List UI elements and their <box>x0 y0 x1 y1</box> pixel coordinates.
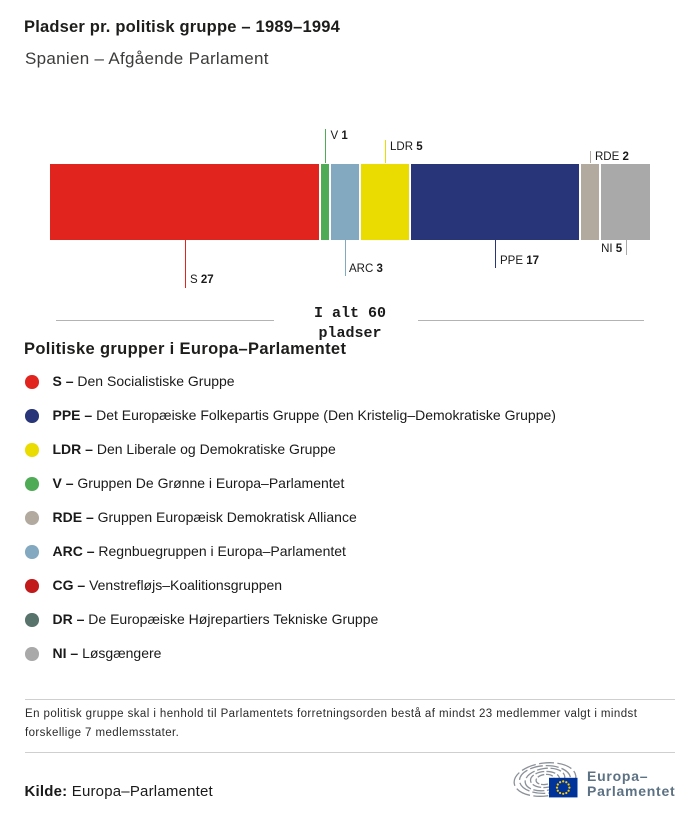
svg-text:Europa–: Europa– <box>587 768 648 784</box>
svg-text:Parlamentet: Parlamentet <box>587 783 675 799</box>
